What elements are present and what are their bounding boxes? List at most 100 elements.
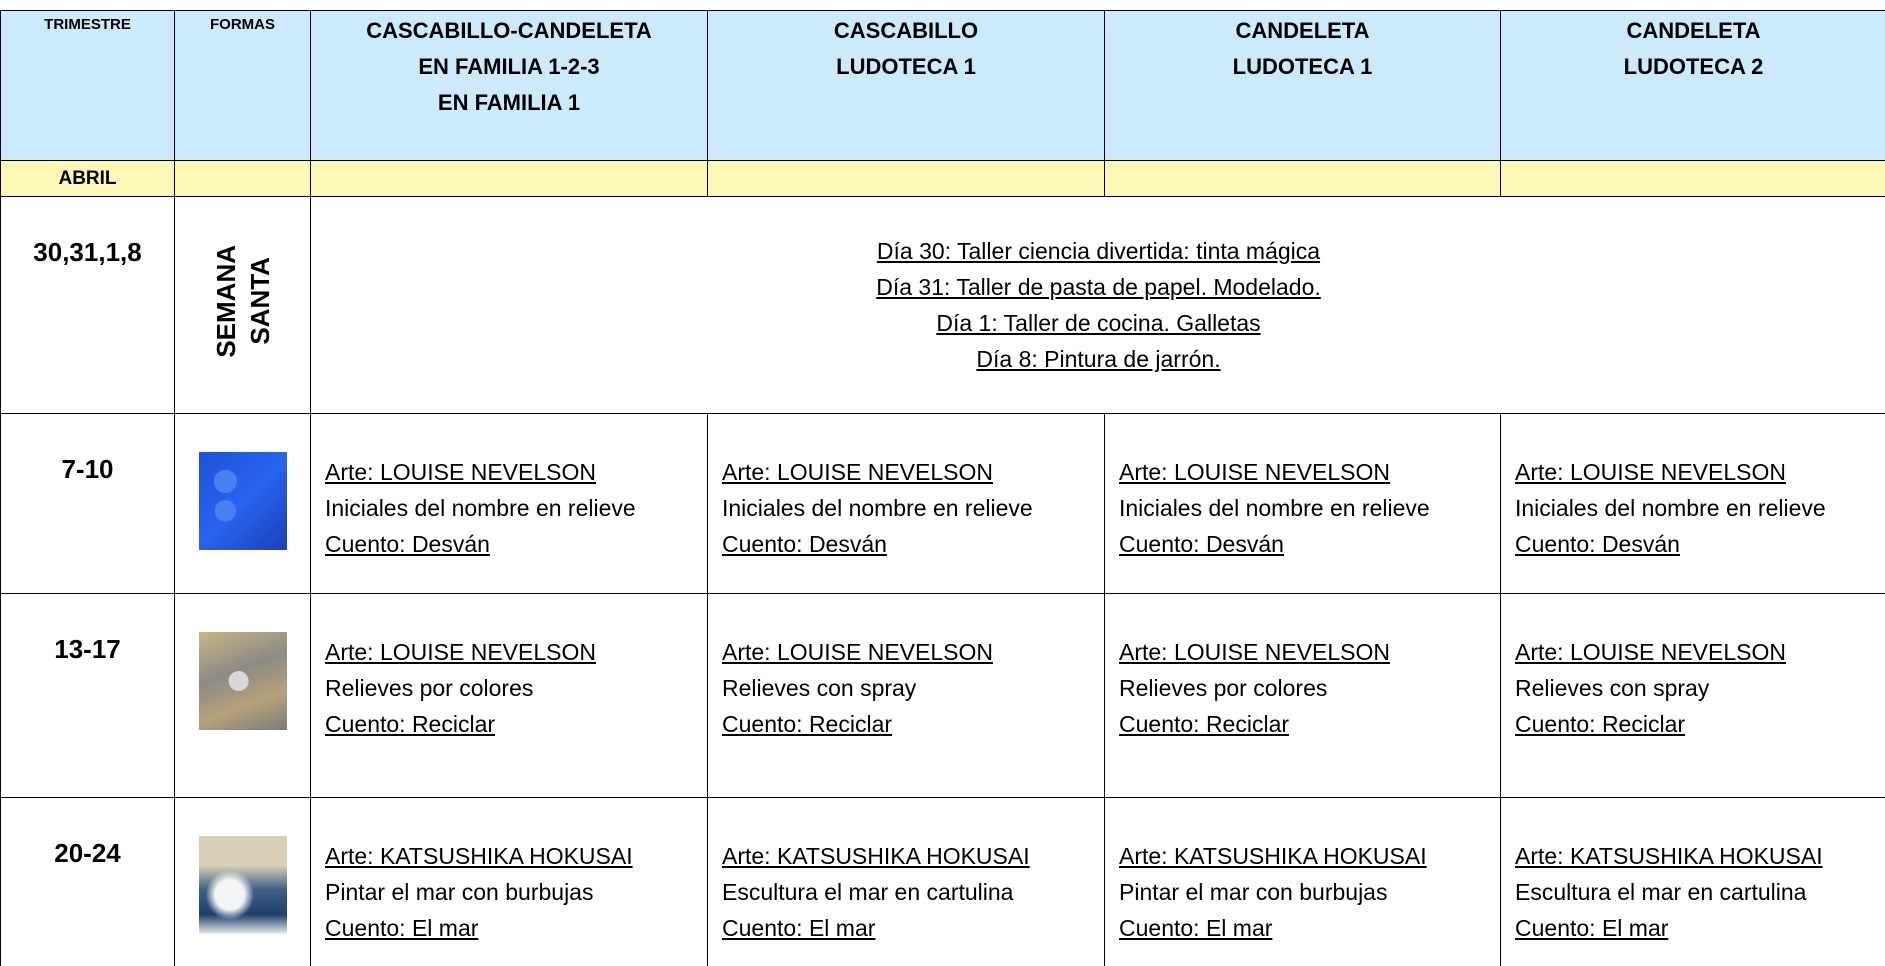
week-row: 13-17 Arte: LOUISE NEVELSON Relieves por c… [0, 593, 1885, 798]
forma-cell [174, 797, 311, 966]
activity-link: Cuento: El mar [325, 915, 479, 941]
week-row: 20-24 Arte: KATSUSHIKA HOKUSAI Pintar el m… [0, 797, 1885, 966]
activity-link: Cuento: Reciclar [325, 711, 496, 737]
header-cell: CANDELETA LUDOTECA 1 [1104, 10, 1501, 161]
week-row: 7-10 Arte: LOUISE NEVELSON Iniciales del n… [0, 413, 1885, 594]
forma-cell [174, 413, 311, 594]
activity-link: Cuento: Reciclar [1515, 711, 1686, 737]
activity-link: Arte: KATSUSHIKA HOKUSAI [1119, 843, 1427, 869]
month-cell [1500, 160, 1885, 197]
activity-cell: Arte: LOUISE NEVELSON Relieves por colore… [310, 593, 708, 798]
header-line: LUDOTECA 1 [836, 54, 976, 79]
activity: Arte: LOUISE NEVELSON Relieves por colore… [312, 595, 707, 743]
activity-link: Arte: KATSUSHIKA HOKUSAI [722, 843, 1030, 869]
forma-cell [174, 593, 311, 798]
header-cell: CANDELETA LUDOTECA 2 [1500, 10, 1885, 161]
dates-cell: 13-17 [0, 593, 175, 798]
activity-link: Cuento: El mar [1119, 915, 1273, 941]
activity: Arte: KATSUSHIKA HOKUSAI Pintar el mar co… [312, 799, 707, 947]
header-line: CASCABILLO-CANDELETA [366, 18, 652, 43]
activity-line: Iniciales del nombre en relieve [722, 495, 1033, 521]
forma-cell: SEMANA SANTA [174, 196, 311, 414]
activity-cell: Arte: LOUISE NEVELSON Iniciales del nombr… [1500, 413, 1885, 594]
holiday-line: Día 8: Pintura de jarrón. [976, 346, 1221, 372]
activity-link: Cuento: El mar [1515, 915, 1669, 941]
activity-cell: Arte: LOUISE NEVELSON Relieves con spray C… [707, 593, 1105, 798]
activity-line: Relieves con spray [1515, 675, 1710, 701]
activity: Arte: LOUISE NEVELSON Iniciales del nombr… [312, 415, 707, 563]
activity-cell: Arte: LOUISE NEVELSON Iniciales del nombr… [1104, 413, 1501, 594]
header-line: LUDOTECA 2 [1623, 54, 1764, 79]
activity: Arte: LOUISE NEVELSON Relieves por colore… [1106, 595, 1500, 743]
activity-link: Arte: LOUISE NEVELSON [325, 459, 596, 485]
activity-link: Arte: LOUISE NEVELSON [1119, 639, 1390, 665]
dates-cell: 30,31,1,8 [0, 196, 175, 414]
activity: Arte: LOUISE NEVELSON Relieves con spray C… [1502, 595, 1885, 743]
activity: Arte: LOUISE NEVELSON Relieves con spray C… [709, 595, 1104, 743]
activity-link: Arte: LOUISE NEVELSON [722, 459, 993, 485]
header-line: LUDOTECA 1 [1232, 54, 1373, 79]
header-line: FORMAS [210, 16, 275, 33]
activity-line: Iniciales del nombre en relieve [1119, 495, 1430, 521]
dates: 20-24 [54, 838, 121, 868]
activity-cell: Arte: KATSUSHIKA HOKUSAI Escultura el mar… [1500, 797, 1885, 966]
holiday-row: 30,31,1,8 SEMANA SANTA Día 30: Taller cienc… [0, 196, 1885, 414]
month-row: ABRIL [0, 160, 1885, 197]
activity-cell: Arte: LOUISE NEVELSON Relieves con spray C… [1500, 593, 1885, 798]
activity-line: Iniciales del nombre en relieve [325, 495, 636, 521]
header-line: CASCABILLO [833, 18, 979, 43]
activity-link: Cuento: Desván [325, 531, 490, 557]
activity-cell: Arte: KATSUSHIKA HOKUSAI Pintar el mar co… [310, 797, 708, 966]
activity-link: Cuento: Reciclar [722, 711, 893, 737]
month-cell [174, 160, 311, 197]
activity: Arte: KATSUSHIKA HOKUSAI Escultura el mar… [709, 799, 1104, 947]
forma-image [198, 452, 287, 550]
header-line: EN FAMILIA 1-2-3 [418, 54, 600, 79]
activity-line: Escultura el mar en cartulina [722, 879, 1014, 905]
activity-line: Relieves por colores [1119, 675, 1328, 701]
activity-cell: Arte: LOUISE NEVELSON Relieves por colore… [1104, 593, 1501, 798]
activity: Arte: LOUISE NEVELSON Iniciales del nombr… [709, 415, 1104, 563]
holiday-line: Día 30: Taller ciencia divertida: tinta … [876, 238, 1321, 264]
forma-image [198, 836, 287, 934]
activity-link: Cuento: Desván [1119, 531, 1284, 557]
header-line: TRIMESTRE [44, 16, 131, 33]
month-cell [310, 160, 708, 197]
activity-line: Iniciales del nombre en relieve [1515, 495, 1826, 521]
dates: 30,31,1,8 [33, 237, 142, 267]
activity-link: Cuento: El mar [722, 915, 876, 941]
forma-line: SEMANA [210, 245, 241, 358]
holiday-lines: Día 30: Taller ciencia divertida: tinta … [312, 198, 1885, 378]
activity-cell: Arte: KATSUSHIKA HOKUSAI Escultura el mar… [707, 797, 1105, 966]
activity-cell: Arte: LOUISE NEVELSON Iniciales del nombr… [707, 413, 1105, 594]
header-cell: FORMAS [174, 10, 311, 161]
activity: Arte: KATSUSHIKA HOKUSAI Pintar el mar co… [1106, 799, 1500, 947]
activity-line: Pintar el mar con burbujas [325, 879, 594, 905]
dates-cell: 7-10 [0, 413, 175, 594]
activity-link: Cuento: Desván [722, 531, 887, 557]
dates-cell: 20-24 [0, 797, 175, 966]
month-label: ABRIL [0, 160, 175, 197]
activity: Arte: LOUISE NEVELSON Iniciales del nombr… [1502, 415, 1885, 563]
activity-link: Cuento: Desván [1515, 531, 1680, 557]
month-cell [707, 160, 1105, 197]
dates: 13-17 [54, 634, 121, 664]
activity-link: Arte: LOUISE NEVELSON [1515, 459, 1786, 485]
activity-line: Pintar el mar con burbujas [1119, 879, 1388, 905]
activity: Arte: LOUISE NEVELSON Iniciales del nombr… [1106, 415, 1500, 563]
header-row: TRIMESTRE FORMAS CASCABILLO-CANDELETA EN FA… [0, 10, 1885, 161]
header-cell: CASCABILLO-CANDELETA EN FAMILIA 1-2-3 EN F… [310, 10, 708, 161]
header-cell: CASCABILLO LUDOTECA 1 [707, 10, 1105, 161]
activity-link: Arte: LOUISE NEVELSON [1515, 639, 1786, 665]
header-line: CANDELETA [1235, 18, 1370, 43]
activity-link: Arte: KATSUSHIKA HOKUSAI [325, 843, 633, 869]
holiday-line: Día 1: Taller de cocina. Galletas [936, 310, 1261, 336]
header-line: CANDELETA [1626, 18, 1761, 43]
forma-vertical: SEMANA SANTA [209, 245, 277, 358]
forma-line: SANTA [244, 257, 275, 346]
header-cell: TRIMESTRE [0, 10, 175, 161]
activity-link: Arte: LOUISE NEVELSON [1119, 459, 1390, 485]
activity-link: Arte: KATSUSHIKA HOKUSAI [1515, 843, 1823, 869]
activity-line: Relieves con spray [722, 675, 917, 701]
